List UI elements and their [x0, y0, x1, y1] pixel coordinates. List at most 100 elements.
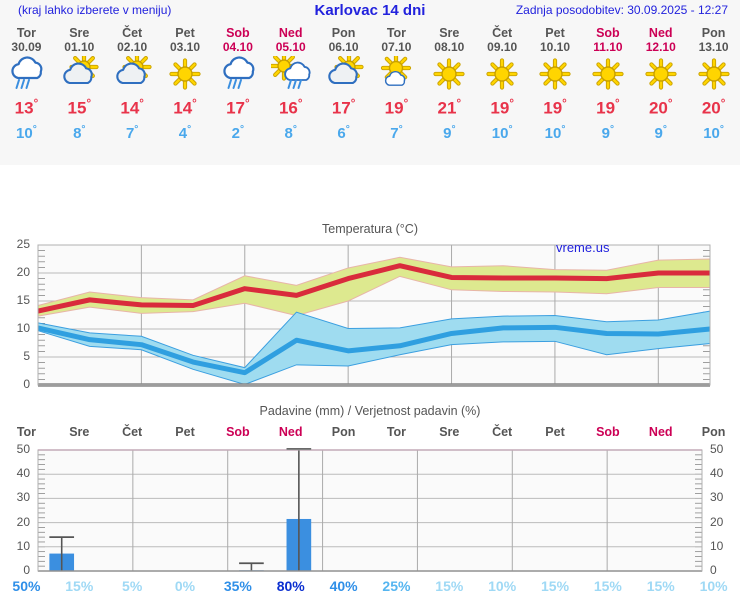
day-max-temp: 20°: [701, 98, 726, 118]
location-menu-note: (kraj lahko izberete v meniju): [18, 3, 172, 17]
precipitation-y-axis-tick-left: 10: [16, 538, 30, 553]
precipitation-y-axis-tick-right: 10: [710, 538, 724, 553]
precipitation-y-axis-tick-right: 40: [710, 466, 724, 481]
day-max-temp: 19°: [596, 98, 620, 118]
forecast-day-column: Sre 01.10 15° 8°: [53, 27, 106, 165]
sun-behind-cloud-icon: [53, 55, 106, 93]
forecast-day-column: Ned 05.10 16° 8°: [264, 27, 317, 165]
day-date: 03.10: [169, 40, 201, 54]
sun-behind-cloud-icon: [106, 55, 159, 93]
precipitation-y-axis-tick-right: 50: [710, 442, 724, 456]
temperature-y-axis-tick: 15: [16, 293, 30, 307]
forecast-day-column: Sre 08.10 21° 9°: [423, 27, 476, 165]
day-date: 04.10: [222, 40, 253, 54]
day-name: Sob: [596, 26, 620, 40]
day-name: Ned: [278, 26, 303, 40]
forecast-day-column: Čet 02.10 14° 7°: [106, 27, 159, 165]
precipitation-chart: [0, 443, 740, 578]
precipitation-y-axis-tick-left: 50: [16, 442, 30, 456]
day-min-temp: 7°: [125, 123, 139, 142]
temperature-y-axis-tick: 10: [16, 321, 30, 335]
day-name: Pon: [331, 26, 356, 40]
daily-forecast-columns: Tor 30.09 13° 10° Sre 01.10 15° 8° Čet 02.10 14…: [0, 22, 740, 165]
day-min-temp: 10°: [544, 123, 566, 142]
day-name: Sob: [226, 26, 250, 40]
precipitation-day-label: Čet: [122, 425, 143, 439]
precipitation-y-axis-tick-left: 40: [16, 466, 30, 481]
day-name: Sre: [439, 26, 460, 40]
rain-cloud-icon: [0, 55, 53, 93]
day-max-temp: 19°: [543, 98, 567, 118]
day-max-temp: 20°: [648, 98, 673, 118]
day-date: 30.09: [11, 40, 42, 54]
day-max-temp: 15°: [67, 98, 92, 118]
last-updated-label: Zadnja posodobitev: 30.09.2025 - 12:27: [515, 3, 728, 17]
day-min-temp: 9°: [654, 123, 667, 142]
precipitation-day-label: Sob: [226, 425, 250, 439]
precipitation-probability-label: 15%: [65, 578, 94, 594]
day-date: 12.10: [645, 40, 676, 54]
day-date: 13.10: [698, 40, 729, 54]
day-date: 10.10: [540, 40, 571, 54]
sun-icon: [687, 55, 740, 93]
precipitation-day-label: Čet: [492, 425, 513, 439]
day-name: Pon: [701, 26, 726, 40]
precipitation-y-axis-tick-left: 0: [23, 563, 30, 577]
precipitation-probability-label: 15%: [646, 578, 675, 594]
forecast-day-column: Ned 12.10 20° 9°: [634, 27, 687, 165]
precipitation-probability-label: 80%: [276, 578, 305, 594]
precipitation-day-label: Pon: [701, 425, 726, 439]
watermark-vreme-us: vreme.us: [556, 240, 610, 255]
daily-forecast-strip: Tor 30.09 13° 10° Sre 01.10 15° 8° Čet 02.10 14…: [0, 22, 740, 165]
day-name: Tor: [16, 26, 37, 40]
precipitation-day-labels: Tor Sre Čet Pet Sob Ned Pon Tor Sre Čet Pet Sob Ned P…: [0, 425, 740, 439]
precipitation-probability-label: 50%: [12, 578, 41, 594]
forecast-day-column: Pon 06.10 17° 6°: [317, 27, 370, 165]
day-min-temp: 10°: [491, 123, 513, 142]
day-date: 07.10: [381, 40, 412, 54]
sun-icon: [423, 55, 476, 93]
precipitation-probability-label: 15%: [593, 578, 622, 594]
temperature-y-axis-tick: 0: [23, 377, 30, 391]
precipitation-probability-label: 10%: [699, 578, 728, 594]
precipitation-y-axis-tick-left: 20: [16, 514, 30, 529]
precipitation-day-label: Tor: [16, 425, 37, 439]
precipitation-chart-title: Padavine (mm) / Verjetnost padavin (%): [259, 404, 481, 418]
day-min-temp: 8°: [73, 123, 86, 142]
rain-cloud-icon: [211, 55, 264, 93]
forecast-day-column: Sob 11.10 19° 9°: [581, 27, 634, 165]
precipitation-day-label: Ned: [648, 425, 673, 439]
day-name: Pet: [175, 26, 195, 40]
precipitation-day-label: Sre: [69, 425, 90, 439]
forecast-day-column: Sob 04.10 17° 2°: [211, 27, 264, 165]
sun-cloud-rain-icon: [264, 55, 317, 93]
forecast-day-column: Tor 07.10 19° 7°: [370, 27, 423, 165]
forecast-day-column: Čet 09.10 19° 10°: [476, 27, 529, 165]
precipitation-probability-labels: 50% 15% 5% 0% 35% 80% 40% 25% 15% 10% 15% 15% 15% 10%: [0, 578, 740, 594]
precipitation-probability-label: 0%: [174, 578, 196, 594]
precipitation-day-label: Ned: [278, 425, 303, 439]
temperature-y-axis-tick: 25: [16, 237, 30, 251]
sun-icon: [581, 55, 634, 93]
precipitation-probability-label: 15%: [541, 578, 570, 594]
day-min-temp: 7°: [390, 123, 403, 142]
day-max-temp: 19°: [384, 98, 409, 118]
day-max-temp: 13°: [14, 98, 39, 118]
day-min-temp: 10°: [16, 123, 37, 142]
temperature-y-axis-tick: 20: [16, 265, 30, 279]
day-date: 02.10: [117, 40, 148, 54]
day-date: 06.10: [328, 40, 359, 54]
day-max-temp: 19°: [490, 98, 514, 118]
day-min-temp: 8°: [284, 123, 297, 142]
day-date: 11.10: [593, 40, 623, 54]
day-min-temp: 4°: [178, 123, 192, 142]
day-min-temp: 9°: [601, 123, 615, 142]
sun-icon: [634, 55, 687, 93]
forecast-day-column: Tor 30.09 13° 10°: [0, 27, 53, 165]
precipitation-day-label: Tor: [386, 425, 407, 439]
sun-icon: [476, 55, 529, 93]
precipitation-probability-label: 40%: [329, 578, 358, 594]
temperature-y-axis-tick: 5: [23, 349, 30, 363]
sun-behind-cloud-icon: [317, 55, 370, 93]
